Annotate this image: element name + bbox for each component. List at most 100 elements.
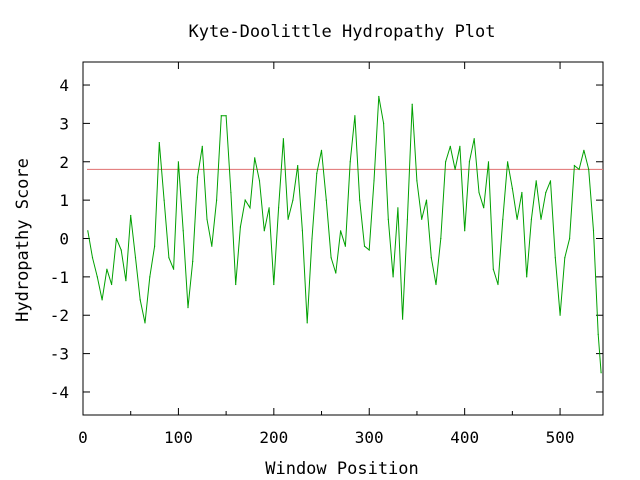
y-tick-label: 1 bbox=[59, 191, 69, 210]
data-point bbox=[373, 180, 375, 182]
data-point bbox=[363, 245, 366, 247]
data-point bbox=[154, 245, 156, 247]
data-point bbox=[306, 322, 308, 324]
y-tick-label: 0 bbox=[59, 230, 69, 249]
data-point bbox=[235, 283, 237, 286]
data-point bbox=[564, 257, 566, 259]
data-point bbox=[106, 268, 108, 270]
data-point bbox=[526, 276, 528, 278]
y-axis-label: Hydropathy Score bbox=[13, 158, 33, 322]
data-point bbox=[402, 318, 404, 320]
data-point bbox=[311, 237, 313, 240]
data-point bbox=[201, 145, 203, 147]
y-tick-label: -3 bbox=[50, 345, 69, 364]
data-point bbox=[454, 168, 456, 170]
x-axis-ticks: 0 100 200 300 400 500 bbox=[78, 62, 575, 447]
x-tick-label: 500 bbox=[546, 428, 575, 447]
data-point bbox=[158, 142, 160, 144]
data-point bbox=[144, 322, 146, 324]
data-point bbox=[139, 299, 141, 301]
data-point bbox=[497, 283, 499, 286]
data-point bbox=[320, 149, 323, 151]
data-point bbox=[492, 268, 494, 270]
y-tick-label: 3 bbox=[59, 114, 69, 133]
data-point bbox=[111, 283, 113, 286]
data-point bbox=[425, 199, 428, 201]
data-point bbox=[278, 207, 280, 209]
x-tick-label: 200 bbox=[259, 428, 288, 447]
data-point bbox=[435, 283, 437, 286]
data-point bbox=[216, 199, 218, 201]
data-point bbox=[91, 257, 94, 259]
data-point bbox=[449, 145, 451, 147]
data-point bbox=[378, 95, 380, 98]
data-point bbox=[511, 188, 513, 190]
data-point bbox=[230, 191, 232, 194]
data-point bbox=[149, 276, 151, 278]
data-point bbox=[406, 218, 408, 220]
data-point bbox=[206, 218, 208, 220]
data-point bbox=[545, 191, 547, 194]
data-point bbox=[349, 161, 351, 163]
data-point bbox=[211, 245, 213, 247]
data-point bbox=[316, 172, 318, 174]
data-point bbox=[478, 191, 480, 194]
y-tick-label: 2 bbox=[59, 153, 69, 172]
x-tick-label: 100 bbox=[164, 428, 193, 447]
data-point bbox=[130, 214, 132, 217]
data-point bbox=[282, 138, 284, 140]
data-point bbox=[301, 230, 303, 232]
data-point bbox=[588, 168, 590, 170]
x-tick-label: 400 bbox=[450, 428, 479, 447]
data-point bbox=[297, 165, 299, 167]
data-point bbox=[173, 268, 175, 270]
data-point bbox=[96, 276, 98, 278]
data-point bbox=[101, 299, 103, 301]
data-point bbox=[516, 218, 518, 220]
data-point bbox=[354, 115, 356, 117]
data-point bbox=[325, 199, 327, 201]
data-point bbox=[554, 257, 556, 259]
y-tick-label: -4 bbox=[50, 383, 69, 402]
data-point bbox=[583, 149, 585, 151]
data-point bbox=[192, 260, 194, 263]
data-point bbox=[330, 257, 332, 259]
data-point bbox=[268, 207, 270, 209]
x-tick-label: 0 bbox=[78, 428, 88, 447]
data-point bbox=[535, 180, 537, 182]
data-point bbox=[163, 199, 165, 201]
data-point bbox=[592, 230, 595, 232]
hydropathy-series-line bbox=[87, 96, 602, 373]
data-point bbox=[540, 218, 542, 220]
y-tick-label: 4 bbox=[59, 76, 69, 95]
data-point bbox=[287, 218, 289, 220]
data-point bbox=[359, 199, 361, 201]
data-point bbox=[344, 245, 346, 247]
data-point bbox=[225, 115, 227, 117]
data-point bbox=[411, 103, 413, 105]
data-point bbox=[387, 218, 389, 220]
data-point bbox=[182, 230, 184, 232]
data-point bbox=[196, 176, 199, 178]
data-point bbox=[468, 161, 470, 163]
y-tick-label: -1 bbox=[50, 268, 69, 287]
data-point bbox=[292, 199, 294, 201]
series-points bbox=[87, 95, 602, 374]
data-point bbox=[459, 145, 461, 147]
data-point bbox=[464, 230, 466, 232]
data-point bbox=[263, 230, 265, 232]
data-point bbox=[416, 180, 418, 182]
data-point bbox=[559, 314, 561, 316]
data-point bbox=[125, 280, 127, 282]
data-point bbox=[368, 249, 370, 251]
data-point bbox=[134, 257, 137, 259]
y-tick-label: -2 bbox=[50, 306, 69, 325]
data-point bbox=[421, 218, 423, 220]
data-point bbox=[383, 122, 385, 124]
data-point bbox=[392, 276, 394, 278]
chart-title: Kyte-Doolittle Hydropathy Plot bbox=[188, 22, 495, 42]
data-point bbox=[487, 161, 490, 163]
data-point bbox=[473, 138, 475, 140]
data-point bbox=[115, 237, 117, 240]
